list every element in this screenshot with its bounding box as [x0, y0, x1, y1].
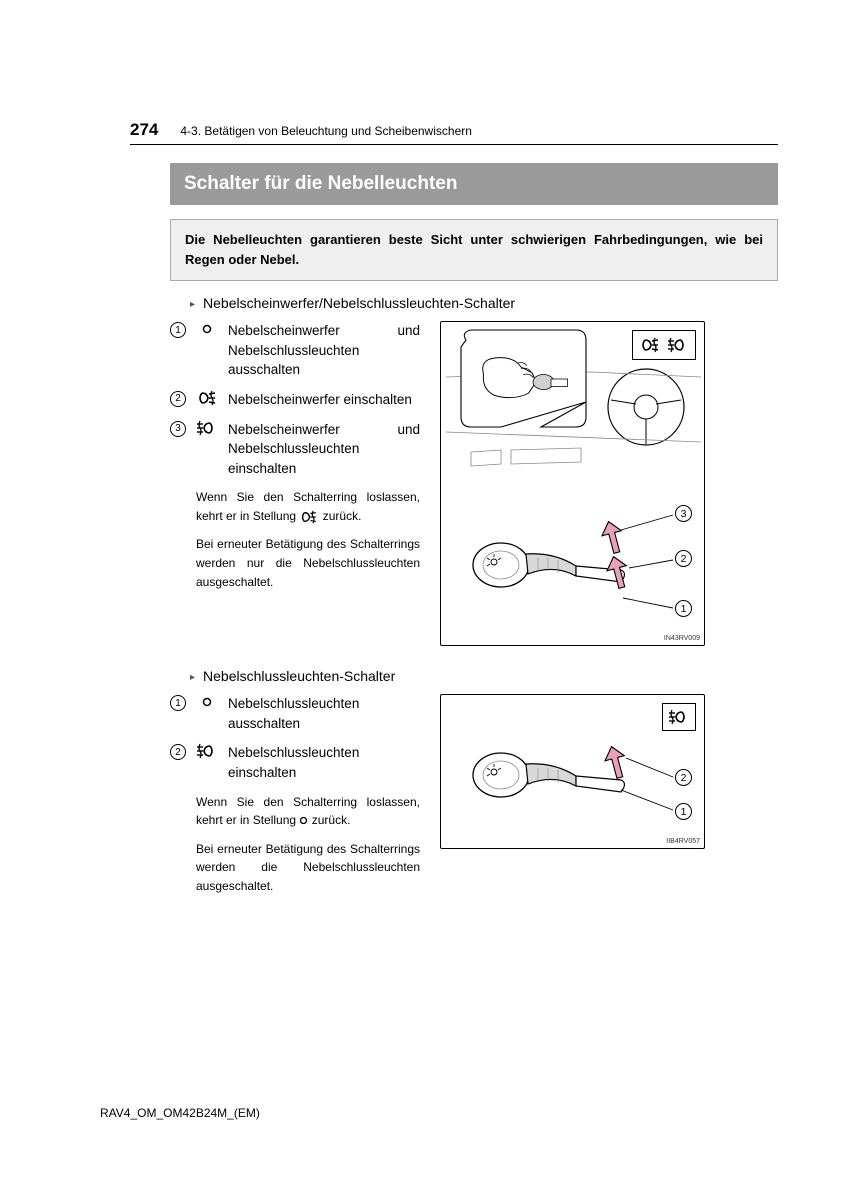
rear-fog-icon [667, 337, 689, 353]
item-text: Nebelschlussleuchten ausschalten [228, 694, 420, 733]
page-title: Schalter für die Nebelleuchten [170, 163, 778, 205]
section1-list: 1 Nebelscheinwerfer und Nebelschlussleuc… [170, 321, 420, 601]
list-item: 1 Nebelscheinwerfer und Nebelschlussleuc… [170, 321, 420, 380]
front-fog-icon [299, 510, 319, 524]
item-number: 2 [170, 744, 186, 760]
list-item: 2 Nebelscheinwerfer einschalten [170, 390, 420, 410]
front-fog-icon [639, 337, 661, 353]
note-text: Bei erneuter Betätigung des Schalterring… [196, 840, 420, 896]
list-item: 3 Nebelscheinwerfer und Nebelschlussleuc… [170, 420, 420, 479]
section2-diagram: 2 1 IIB4RV057 [440, 694, 705, 849]
note-text: Wenn Sie den Schalterring loslassen, keh… [196, 793, 420, 830]
item-text: Nebelscheinwerfer und Nebelschlussleucht… [228, 420, 420, 479]
rear-fog-icon [194, 743, 220, 759]
item-number: 1 [170, 322, 186, 338]
item-number: 1 [170, 695, 186, 711]
image-code: IN43RV009 [664, 635, 700, 642]
list-item: 1 Nebelschlussleuchten ausschalten [170, 694, 420, 733]
section2-list: 1 Nebelschlussleuchten ausschalten 2 Neb… [170, 694, 420, 905]
item-text: Nebelscheinwerfer und Nebelschlussleucht… [228, 321, 420, 380]
note-text: Wenn Sie den Schalterring loslassen, keh… [196, 488, 420, 525]
intro-text: Die Nebelleuchten garantieren beste Sich… [170, 219, 778, 281]
off-icon [194, 321, 220, 337]
symbol-legend [662, 703, 696, 731]
item-number: 2 [170, 391, 186, 407]
front-fog-icon [194, 390, 220, 406]
image-code: IIB4RV057 [666, 838, 700, 845]
off-icon [299, 816, 308, 825]
page-header: 274 4-3. Betätigen von Beleuchtung und S… [130, 120, 778, 145]
off-icon [194, 694, 220, 710]
section-path: 4-3. Betätigen von Beleuchtung und Schei… [180, 124, 472, 138]
footer-code: RAV4_OM_OM42B24M_(EM) [100, 1106, 260, 1120]
stalk-illustration [441, 490, 704, 640]
rear-fog-icon [668, 709, 690, 725]
section1-diagram: 3 2 1 IN43RV009 [440, 321, 705, 646]
symbol-legend [632, 330, 696, 360]
item-number: 3 [170, 421, 186, 437]
item-text: Nebelscheinwerfer einschalten [228, 390, 420, 410]
page-number: 274 [130, 120, 158, 140]
section2-header: Nebelschlussleuchten-Schalter [190, 668, 778, 684]
section1-header: Nebelscheinwerfer/Nebelschlussleuchten-S… [190, 295, 778, 311]
list-item: 2 Nebelschlussleuchten einschalten [170, 743, 420, 782]
note-text: Bei erneuter Betätigung des Schalterring… [196, 535, 420, 591]
item-text: Nebelschlussleuchten einschalten [228, 743, 420, 782]
rear-fog-icon [194, 420, 220, 436]
